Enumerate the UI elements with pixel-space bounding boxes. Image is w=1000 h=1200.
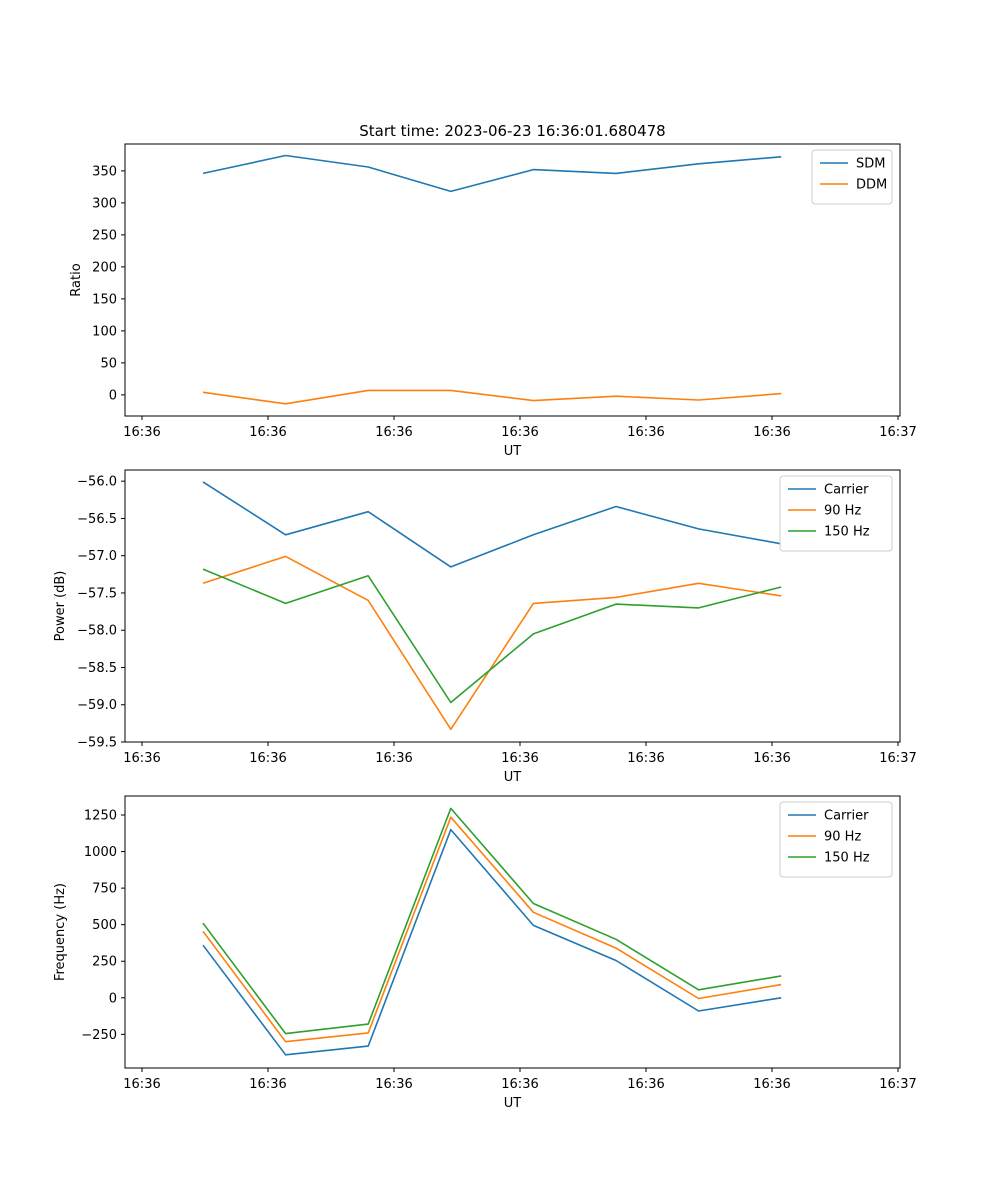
legend-entry: 150 Hz (824, 525, 870, 540)
y-tick-label: 0 (109, 991, 117, 1006)
x-tick-label: 16:36 (627, 425, 664, 440)
x-tick-label: 16:36 (501, 1077, 538, 1092)
y-tick-label: −58.5 (77, 661, 117, 676)
figure-title: Start time: 2023-06-23 16:36:01.680478 (359, 122, 665, 140)
frequency-subplot: 16:36 16:36 16:36 16:36 16:36 16:36 16:37 −250 0… (53, 795, 917, 1111)
series-line-ddm (202, 389, 782, 405)
legend (779, 801, 893, 878)
x-tick-label: 16:36 (627, 751, 664, 766)
x-tick-label: 16:36 (123, 751, 160, 766)
series-line-90-hz (202, 555, 782, 731)
y-tick-label: −58.0 (77, 624, 117, 639)
x-axis-label: UT (504, 1096, 522, 1111)
series-line-150-hz (202, 568, 782, 704)
y-tick-label: 150 (92, 292, 117, 307)
x-tick-label: 16:36 (753, 751, 790, 766)
y-tick-label: −56.0 (77, 475, 117, 490)
power-subplot: 16:36 16:36 16:36 16:36 16:36 16:36 16:37 −59.5… (53, 469, 917, 785)
ratio-subplot: 16:36 16:36 16:36 16:36 16:36 16:36 16:37 0 50 10… (69, 143, 917, 459)
y-tick-label: 500 (92, 918, 117, 933)
y-tick-label: 100 (92, 324, 117, 339)
y-tick-label: 750 (92, 882, 117, 897)
series-line-carrier (202, 828, 782, 1056)
legend-entry: Carrier (824, 809, 869, 824)
legend-entry: 90 Hz (824, 504, 861, 519)
y-tick-label: −57.5 (77, 586, 117, 601)
series-line-sdm (202, 154, 782, 193)
y-tick-label: −56.5 (77, 512, 117, 527)
legend-entry: 150 Hz (824, 851, 870, 866)
x-axis-label: UT (504, 444, 522, 459)
axes-frame (124, 143, 901, 417)
x-tick-label: 16:36 (753, 425, 790, 440)
y-axis-label: Power (dB) (53, 571, 68, 642)
y-tick-label: −59.0 (77, 698, 117, 713)
series-line-150-hz (202, 807, 782, 1035)
y-tick-label: 50 (100, 356, 117, 371)
x-tick-label: 16:36 (375, 425, 412, 440)
x-tick-label: 16:37 (879, 425, 916, 440)
x-tick-label: 16:36 (753, 1077, 790, 1092)
x-tick-label: 16:36 (375, 751, 412, 766)
y-tick-label: 0 (109, 388, 117, 403)
x-tick-label: 16:36 (627, 1077, 664, 1092)
y-tick-label: −59.5 (77, 736, 117, 751)
x-tick-label: 16:37 (879, 751, 916, 766)
x-tick-label: 16:36 (123, 1077, 160, 1092)
y-tick-label: 300 (92, 196, 117, 211)
axes-frame (124, 795, 901, 1069)
x-tick-label: 16:36 (501, 425, 538, 440)
axes-frame (124, 469, 901, 743)
x-tick-label: 16:37 (879, 1077, 916, 1092)
x-axis-label: UT (504, 770, 522, 785)
y-tick-label: 250 (92, 955, 117, 970)
x-tick-label: 16:36 (501, 751, 538, 766)
x-tick-label: 16:36 (249, 751, 286, 766)
legend-entry: SDM (856, 157, 885, 172)
y-tick-label: −250 (81, 1028, 117, 1043)
series-line-90-hz (202, 816, 782, 1043)
legend-entry: DDM (856, 178, 887, 193)
legend-entry: 90 Hz (824, 830, 861, 845)
x-tick-label: 16:36 (249, 425, 286, 440)
legend (779, 475, 893, 552)
x-tick-label: 16:36 (375, 1077, 412, 1092)
x-tick-label: 16:36 (123, 425, 160, 440)
y-tick-label: −57.0 (77, 549, 117, 564)
x-tick-label: 16:36 (249, 1077, 286, 1092)
y-tick-label: 250 (92, 228, 117, 243)
y-axis-label: Ratio (69, 263, 84, 296)
y-tick-label: 1000 (84, 845, 117, 860)
y-tick-label: 200 (92, 260, 117, 275)
legend-entry: Carrier (824, 483, 869, 498)
y-tick-label: 350 (92, 164, 117, 179)
series-line-carrier (202, 481, 782, 568)
y-tick-label: 1250 (84, 809, 117, 824)
y-axis-label: Frequency (Hz) (53, 883, 68, 981)
